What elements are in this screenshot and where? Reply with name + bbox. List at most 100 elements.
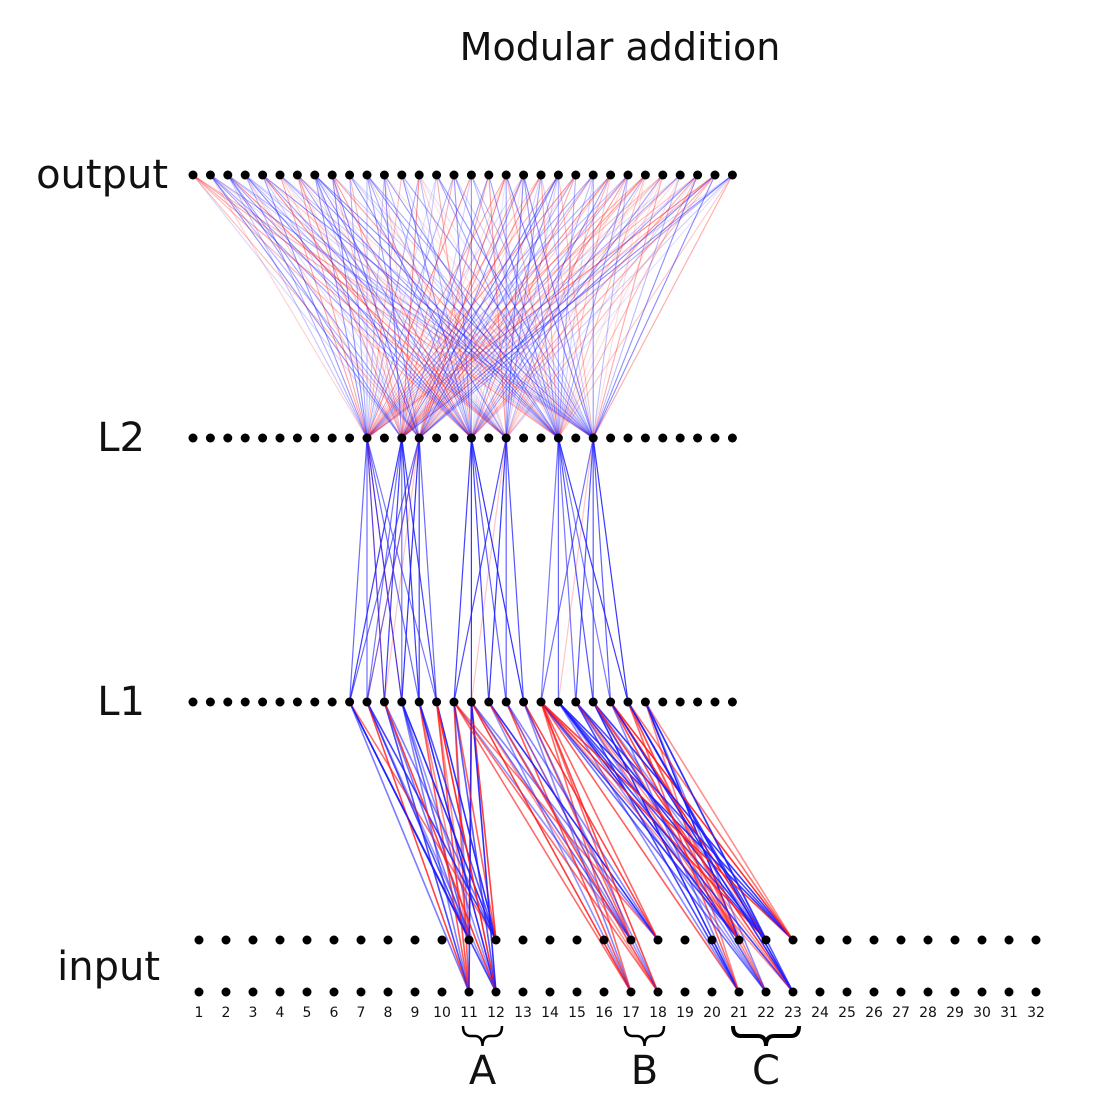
edge-l2-output	[505, 174, 542, 439]
edge-l1-l2	[557, 437, 577, 703]
input-index-label: 22	[757, 1005, 775, 1021]
edge-l2-output	[192, 174, 420, 439]
edge-l2-output	[366, 174, 438, 439]
output-node	[693, 170, 703, 180]
edge-l2-output	[505, 174, 559, 439]
input-node	[221, 935, 231, 945]
edge-l1-l2	[349, 437, 368, 703]
edge-input-l1	[557, 701, 794, 993]
input-index-label: 14	[541, 1005, 559, 1021]
l1-node	[449, 697, 459, 707]
l2-node	[536, 433, 546, 443]
input-node	[680, 987, 690, 997]
edge-input-l1	[540, 701, 740, 993]
l1-node	[588, 697, 598, 707]
group-brace	[461, 1025, 504, 1047]
output-node	[345, 170, 355, 180]
edge-input-l1	[592, 701, 794, 993]
input-index-label: 16	[595, 1005, 613, 1021]
edge-input-l1	[522, 701, 659, 941]
edge-l2-output	[314, 174, 594, 439]
l2-node	[658, 433, 668, 443]
l1-node	[501, 697, 511, 707]
edge-l2-output	[296, 174, 507, 439]
edge-l2-output	[262, 174, 420, 439]
edge-l2-output	[557, 174, 699, 439]
output-node	[292, 170, 302, 180]
input-node	[1004, 935, 1014, 945]
l2-node	[640, 433, 650, 443]
edge-input-l1	[453, 701, 659, 941]
l1-node	[536, 697, 546, 707]
edge-l2-output	[209, 174, 403, 439]
edge-l2-output	[366, 174, 577, 439]
edge-input-l1	[401, 701, 497, 941]
edge-input-l1	[366, 701, 497, 993]
input-node	[383, 987, 393, 997]
edge-l1-l2	[366, 437, 438, 703]
output-node	[727, 170, 737, 180]
edge-l2-output	[401, 174, 681, 439]
edge-input-l1	[505, 701, 632, 941]
edge-l2-output	[418, 174, 472, 439]
edge-input-l1	[557, 701, 767, 941]
edge-l2-output	[505, 174, 664, 439]
l2-node	[606, 433, 616, 443]
edge-input-l1	[470, 701, 659, 993]
edge-l2-output	[557, 174, 664, 439]
edge-input-l1	[470, 701, 497, 993]
edge-l2-output	[349, 174, 507, 439]
edge-l2-output	[209, 174, 368, 439]
edge-input-l1	[488, 701, 659, 993]
input-index-label: 3	[249, 1005, 258, 1021]
l1-node	[240, 697, 250, 707]
edge-l2-output	[453, 174, 594, 439]
input-index-label: 28	[919, 1005, 937, 1021]
input-index-label: 8	[384, 1005, 393, 1021]
edge-l2-output	[192, 174, 403, 439]
output-node	[379, 170, 389, 180]
edge-l2-output	[262, 174, 559, 439]
edge-input-l1	[592, 701, 740, 993]
l1-node	[484, 697, 494, 707]
edge-input-l1	[540, 701, 659, 941]
edge-l2-output	[227, 174, 559, 439]
input-index-label: 23	[784, 1005, 802, 1021]
edge-l2-output	[470, 174, 646, 439]
edge-l1-l2	[557, 437, 629, 703]
input-index-label: 7	[357, 1005, 366, 1021]
layer-label-output: output	[36, 152, 168, 198]
edge-l2-output	[192, 174, 594, 439]
group-brace	[731, 1025, 801, 1047]
l2-node	[693, 433, 703, 443]
input-node	[464, 935, 474, 945]
edge-l1-l2	[592, 437, 629, 703]
edge-l2-output	[383, 174, 420, 439]
input-node	[356, 935, 366, 945]
input-index-label: 4	[276, 1005, 285, 1021]
input-node	[194, 987, 204, 997]
input-index-label: 30	[973, 1005, 991, 1021]
input-node	[653, 987, 663, 997]
l1-node	[188, 697, 198, 707]
input-index-label: 25	[838, 1005, 856, 1021]
input-node	[815, 987, 825, 997]
output-node	[623, 170, 633, 180]
input-index-label: 11	[460, 1005, 478, 1021]
edge-l2-output	[401, 174, 438, 439]
output-node	[362, 170, 372, 180]
edge-l2-output	[227, 174, 507, 439]
l1-node	[710, 697, 720, 707]
input-node	[248, 987, 258, 997]
l2-node	[327, 433, 337, 443]
input-node	[437, 935, 447, 945]
edge-l2-output	[209, 174, 420, 439]
input-node	[896, 935, 906, 945]
edge-l2-output	[470, 174, 612, 439]
edge-input-l1	[435, 701, 497, 941]
l1-node	[258, 697, 268, 707]
edge-l2-output	[244, 174, 403, 439]
input-index-label: 9	[411, 1005, 420, 1021]
input-index-label: 18	[649, 1005, 667, 1021]
edge-l1-l2	[366, 437, 385, 703]
